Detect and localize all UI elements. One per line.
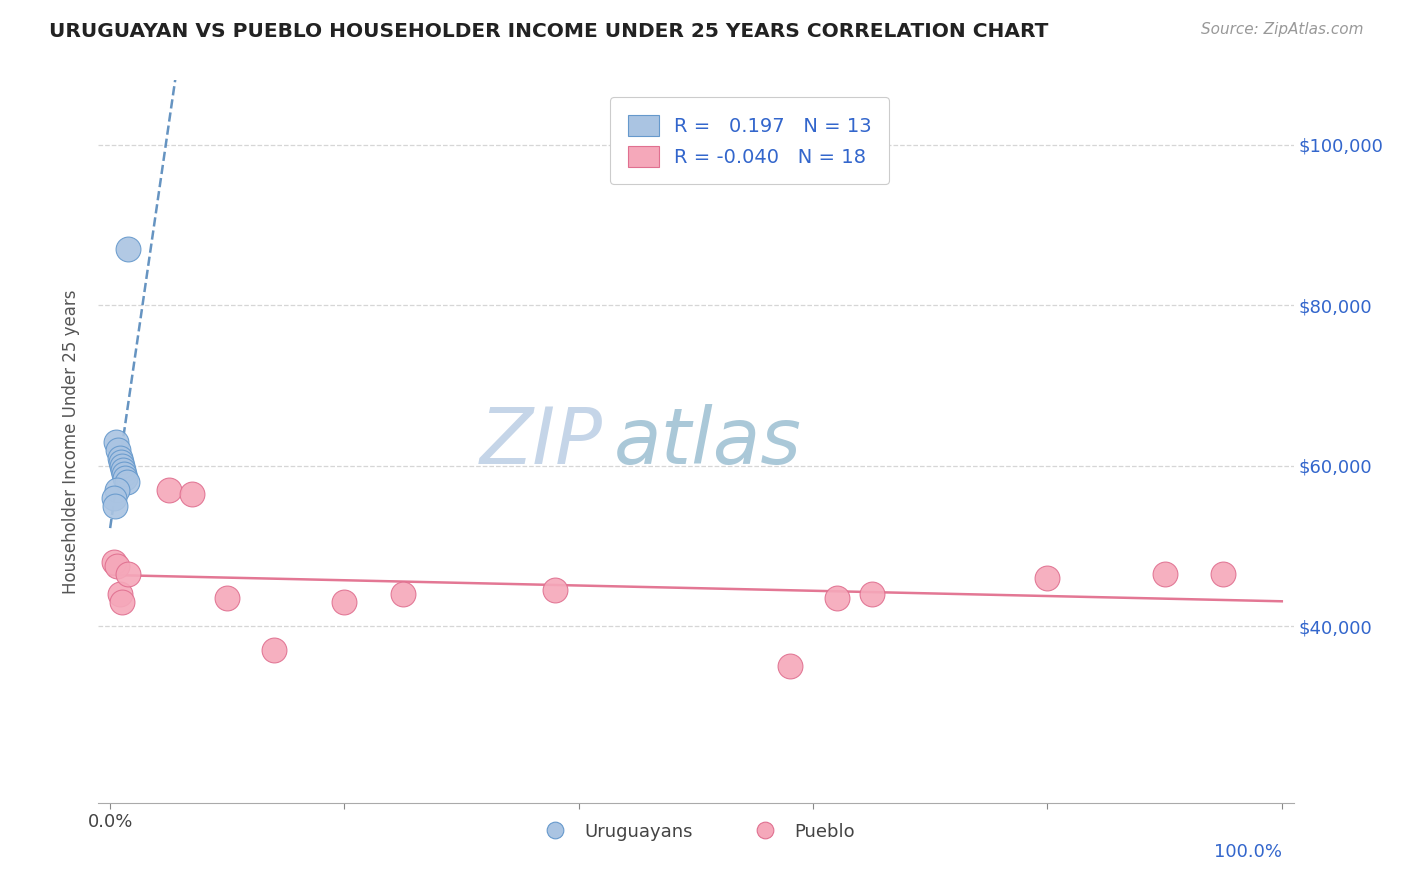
Point <box>1036 571 1059 585</box>
Text: atlas: atlas <box>614 403 801 480</box>
Point <box>115 475 138 489</box>
Point <box>114 470 136 484</box>
Text: 100.0%: 100.0% <box>1213 843 1282 861</box>
Point <box>392 587 415 601</box>
Point <box>111 458 134 473</box>
Point <box>217 591 239 605</box>
Point <box>105 558 128 573</box>
Y-axis label: Householder Income Under 25 years: Householder Income Under 25 years <box>62 289 80 594</box>
Point <box>544 583 567 598</box>
Point <box>103 491 125 505</box>
Text: ZIP: ZIP <box>479 403 602 480</box>
Point <box>104 499 127 513</box>
Point <box>112 462 135 476</box>
Point <box>181 486 204 500</box>
Point <box>117 567 139 582</box>
Point <box>779 659 801 673</box>
Point <box>105 434 128 449</box>
Point <box>825 591 848 605</box>
Point <box>1153 567 1175 582</box>
Point <box>111 595 134 609</box>
Point <box>117 242 139 256</box>
Point <box>108 587 131 601</box>
Text: Source: ZipAtlas.com: Source: ZipAtlas.com <box>1201 22 1364 37</box>
Point <box>263 643 285 657</box>
Point <box>107 442 129 457</box>
Point <box>157 483 180 497</box>
Legend: Uruguayans, Pueblo: Uruguayans, Pueblo <box>530 815 862 848</box>
Text: URUGUAYAN VS PUEBLO HOUSEHOLDER INCOME UNDER 25 YEARS CORRELATION CHART: URUGUAYAN VS PUEBLO HOUSEHOLDER INCOME U… <box>49 22 1049 41</box>
Point <box>103 555 125 569</box>
Point <box>110 454 132 468</box>
Point <box>108 450 131 465</box>
Point <box>1212 567 1234 582</box>
Point <box>105 483 128 497</box>
Point <box>860 587 883 601</box>
Point <box>112 467 135 481</box>
Point <box>333 595 356 609</box>
